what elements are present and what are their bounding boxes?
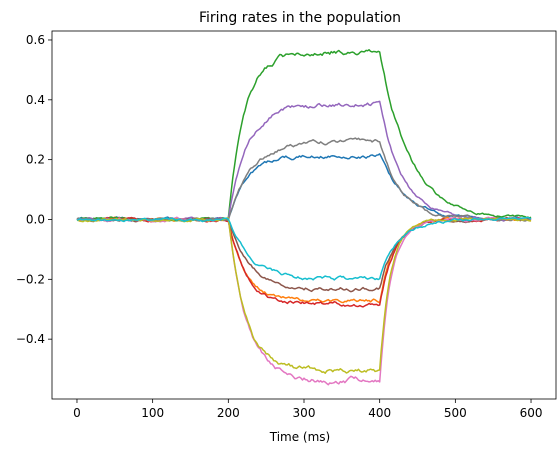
x-tick-label: 0 — [73, 406, 81, 420]
series-lines — [76, 49, 532, 386]
series-line-10 — [76, 216, 532, 281]
series-line-9 — [76, 217, 532, 374]
y-tick-label: 0.4 — [26, 93, 45, 107]
x-tick-label: 400 — [368, 406, 391, 420]
x-tick-label: 500 — [444, 406, 467, 420]
y-tick-label: 0.0 — [26, 212, 45, 226]
series-line-5 — [76, 100, 532, 222]
y-axis-ticks: −0.4 −0.2 0.0 0.2 0.4 0.6 — [16, 33, 52, 346]
x-axis-ticks: 0 100 200 300 400 500 600 — [73, 399, 542, 420]
y-tick-label: −0.4 — [16, 332, 45, 346]
series-line-3 — [76, 49, 532, 223]
y-tick-label: 0.2 — [26, 153, 45, 167]
x-tick-label: 200 — [217, 406, 240, 420]
x-axis-title: Time (ms) — [269, 430, 331, 444]
y-tick-label: 0.6 — [26, 33, 45, 47]
plot-frame — [51, 30, 557, 400]
x-tick-label: 300 — [293, 406, 316, 420]
series-line-4 — [76, 216, 532, 308]
series-line-1 — [76, 153, 532, 223]
y-tick-label: −0.2 — [16, 272, 45, 286]
x-tick-label: 100 — [141, 406, 164, 420]
series-line-6 — [76, 217, 532, 293]
chart-title: Firing rates in the population — [199, 10, 401, 26]
x-tick-label: 600 — [520, 406, 543, 420]
